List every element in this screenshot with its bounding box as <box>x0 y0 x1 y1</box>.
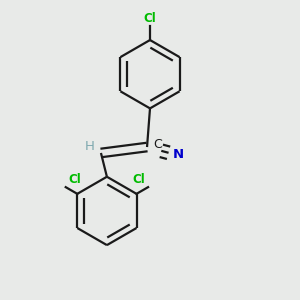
Text: H: H <box>85 140 94 153</box>
Text: C: C <box>154 138 162 151</box>
Text: Cl: Cl <box>69 173 81 186</box>
Text: N: N <box>173 148 184 161</box>
Text: Cl: Cl <box>132 173 145 186</box>
Text: Cl: Cl <box>144 12 156 25</box>
